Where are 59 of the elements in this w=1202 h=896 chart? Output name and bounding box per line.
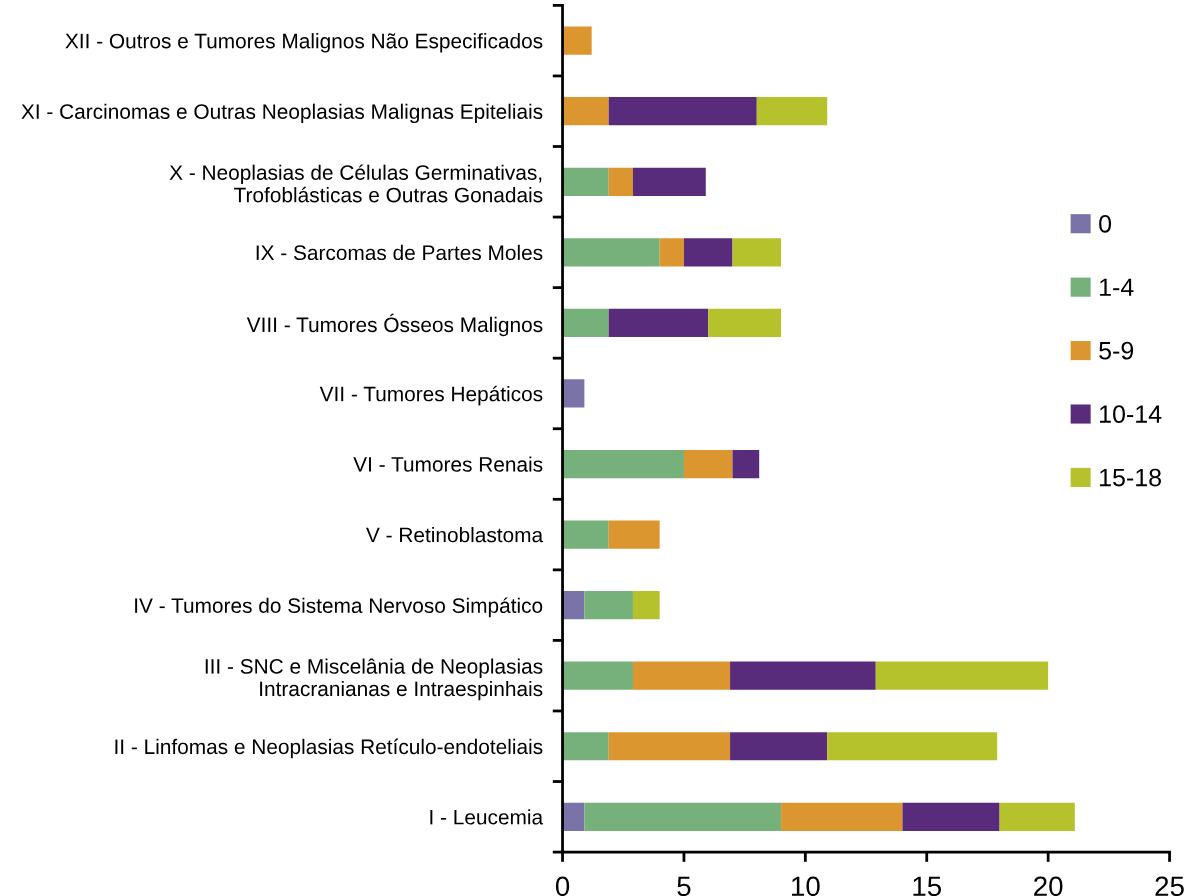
bar: [999, 802, 1075, 831]
y-tick-label: XI - Carcinomas e Outras Neoplasias Malignas Epiteliais: [21, 103, 543, 124]
bar: [562, 379, 585, 408]
bar: [562, 802, 585, 831]
y-tick-label: II - Linfomas e Neoplasias Retículo-endoteliais: [115, 738, 543, 759]
y-tick-label: X - Neoplasias de Células Germinativas, Trofoblásticas e Outras Gonadais: [169, 164, 543, 203]
legend-label: 1-4: [1100, 278, 1134, 296]
bar: [584, 802, 782, 831]
bar: [902, 802, 1000, 831]
bar: [732, 449, 760, 479]
x-tick-label: 15: [913, 876, 942, 896]
bar: [562, 308, 609, 338]
bar: [608, 167, 633, 196]
bar: [632, 661, 731, 690]
y-tick-label: V - Retinoblastoma: [366, 527, 544, 543]
bar: [683, 238, 733, 267]
y-tick-label: VII - Tumores Hepáticos: [319, 385, 543, 406]
bar: [562, 520, 609, 549]
bar: [608, 308, 709, 338]
x-tick-label: 0: [555, 876, 570, 896]
legend-label: 0: [1099, 214, 1112, 233]
bar: [781, 802, 903, 831]
x-tick-label: 5: [677, 876, 691, 896]
bar: [827, 732, 998, 761]
bar: [562, 449, 684, 479]
bar: [562, 167, 609, 196]
x-tick-label: 20: [1034, 876, 1063, 896]
bar: [708, 308, 782, 338]
y-tick-label: XII - Outros e Tumores Malignos Não Especificados: [65, 33, 543, 53]
bar: [608, 520, 660, 549]
bar: [632, 591, 660, 620]
y-tick-label: VIII - Tumores Ósseos Malignos: [246, 313, 543, 337]
y-tick-label: I - Leucemia: [430, 809, 544, 825]
legend-label: 10-14: [1100, 405, 1162, 423]
bar: [562, 661, 633, 690]
bar: [608, 732, 731, 761]
bar: [730, 661, 876, 690]
bar: [562, 26, 592, 55]
bar: [632, 167, 706, 196]
bar: [683, 449, 733, 479]
bar: [562, 591, 585, 620]
bar: [608, 97, 757, 126]
y-tick-label: III - SNC e Miscelânia de Neoplasias Intracranianas e Intraespinhais: [205, 658, 543, 701]
bar: [732, 238, 782, 267]
y-tick-label: VI - Tumores Renais: [353, 456, 543, 472]
bar: [562, 732, 609, 761]
bar: [730, 732, 828, 761]
legend-label: 15-18: [1100, 468, 1161, 487]
y-tick-label: IX - Sarcomas de Partes Moles: [256, 244, 543, 261]
bar: [562, 97, 609, 126]
bar: [875, 661, 1049, 690]
x-tick-label: 10: [792, 876, 820, 896]
bar: [756, 97, 828, 126]
x-tick-label: 25: [1155, 876, 1184, 896]
legend-label: 5-9: [1099, 341, 1134, 360]
bar: [584, 591, 633, 620]
bar: [562, 238, 660, 267]
y-tick-label: IV - Tumores do Sistema Nervoso Simpático: [135, 597, 543, 618]
bar: [659, 238, 684, 267]
